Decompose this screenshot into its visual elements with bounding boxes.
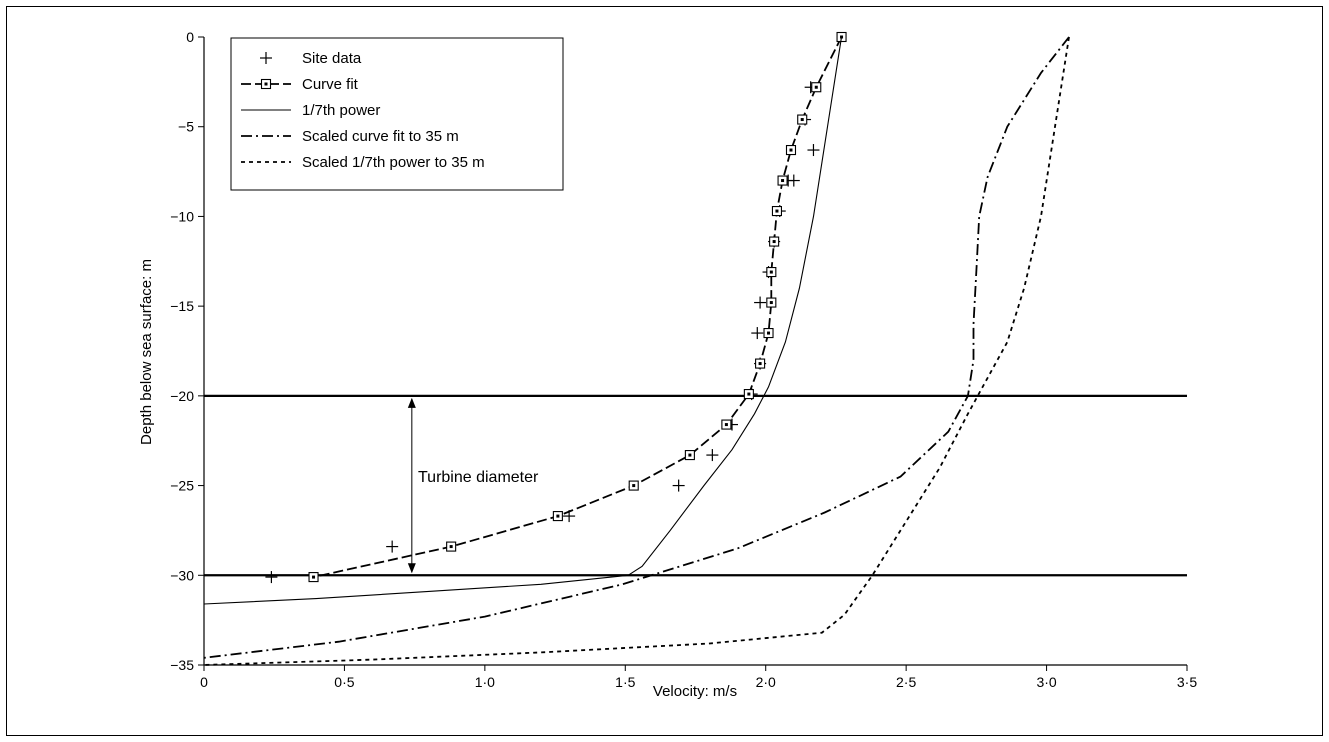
- x-axis-title: Velocity: m/s: [653, 683, 737, 700]
- legend: Site data Curve fit 1/7th power Scaled curv…: [230, 37, 564, 191]
- site-data-point: [807, 144, 820, 157]
- x-tick-label: 3·0: [1036, 674, 1056, 690]
- series-scaled-curve-fit-to-35-m: [203, 36, 1070, 659]
- curve-fit-point: [766, 297, 777, 308]
- curve-fit-point: [771, 205, 782, 217]
- axes: [203, 37, 1187, 666]
- y-tick-label: −30: [170, 567, 194, 583]
- x-tick-label: 2·5: [896, 674, 916, 690]
- x-tick-label: 0: [200, 674, 208, 690]
- x-tick-label: 1·0: [475, 674, 495, 690]
- square-marker-dot: [781, 179, 785, 183]
- legend-box: [230, 37, 564, 191]
- legend-item-scaled-curve-fit-to-35-m: Scaled curve fit to 35 m: [241, 128, 459, 145]
- curve-fit-point: [797, 114, 808, 125]
- curve-fit-point: [260, 78, 272, 90]
- y-tick-label: −20: [170, 388, 194, 404]
- site-data-point: [265, 571, 278, 584]
- x-tick-label: 3·5: [1177, 674, 1197, 690]
- site-data-point: [386, 540, 399, 553]
- curve-fit-point: [785, 144, 797, 156]
- square-marker-dot: [449, 545, 453, 549]
- square-marker-dot: [769, 270, 773, 274]
- turbine-diameter-label: Turbine diameter: [418, 469, 539, 486]
- x-tick-label: 2·0: [756, 674, 776, 690]
- square-marker-dot: [312, 575, 316, 579]
- series-scaled-1-7th-power-to-35-m: [203, 36, 1070, 666]
- curve-fit-point: [308, 572, 319, 583]
- square-marker-dot: [840, 35, 844, 39]
- square-marker-dot: [775, 209, 779, 213]
- x-tick-label: 0·5: [334, 674, 354, 690]
- square-marker-dot: [814, 85, 818, 89]
- y-tick-label: −35: [170, 657, 194, 673]
- square-marker-dot: [758, 362, 762, 366]
- square-marker-dot: [688, 453, 692, 457]
- curve-fit-point: [769, 236, 780, 247]
- series-line-1-7th-power: [203, 36, 843, 605]
- square-marker-dot: [769, 301, 773, 305]
- curve-fit-point: [721, 419, 732, 430]
- y-tick-label: 0: [186, 29, 194, 45]
- square-marker-dot: [789, 148, 793, 152]
- turbine-boundary-lines: [204, 394, 1187, 577]
- curve-fit-point: [446, 541, 457, 552]
- series-curve-fit: [308, 31, 847, 583]
- series-line-scaled-curve-fit-to-35-m: [203, 36, 1070, 659]
- chart-frame: [6, 6, 1323, 736]
- legend-item-1-7th-power: 1/7th power: [241, 102, 380, 119]
- site-data-point: [672, 479, 685, 492]
- square-marker-dot: [264, 82, 268, 86]
- series-line-curve-fit: [313, 36, 843, 578]
- square-marker-dot: [724, 423, 728, 427]
- square-marker-dot: [767, 331, 771, 335]
- turbine-diameter-arrowhead-top: [407, 397, 416, 408]
- series-1-7th-power: [203, 36, 843, 605]
- square-marker-dot: [772, 240, 776, 244]
- y-tick-label: −10: [170, 208, 194, 224]
- legend-label: 1/7th power: [302, 102, 380, 119]
- square-marker-dot: [556, 514, 560, 518]
- curve-fit-point: [777, 175, 788, 186]
- legend-item-curve-fit: Curve fit: [241, 76, 359, 93]
- y-axis-title: Depth below sea surface: m: [138, 259, 155, 445]
- curve-fit-point: [684, 450, 695, 461]
- legend-item-site-data: Site data: [260, 50, 362, 67]
- legend-label: Site data: [302, 50, 362, 67]
- legend-label: Scaled 1/7th power to 35 m: [302, 154, 485, 171]
- site-data-point: [260, 52, 272, 64]
- curve-fit-point: [552, 511, 563, 522]
- square-marker-dot: [800, 118, 804, 122]
- curve-fit-point: [836, 31, 847, 43]
- curve-fit-point: [763, 328, 774, 339]
- turbine-diameter-arrowhead-bottom: [407, 563, 416, 574]
- turbine-diameter-annotation: Turbine diameter: [407, 397, 539, 574]
- y-tick-label: −25: [170, 478, 194, 494]
- curve-fit-point: [766, 267, 777, 278]
- curve-fit-point: [755, 358, 766, 369]
- site-data-point: [751, 327, 764, 340]
- square-marker-dot: [632, 484, 636, 488]
- legend-label: Scaled curve fit to 35 m: [302, 128, 459, 145]
- y-tick-label: −15: [170, 298, 194, 314]
- y-tick-label: −5: [178, 119, 194, 135]
- legend-item-scaled-1-7th-power-to-35-m: Scaled 1/7th power to 35 m: [241, 154, 485, 171]
- site-data-point: [754, 296, 767, 309]
- curve-fit-point: [628, 480, 639, 491]
- curve-fit-point: [811, 82, 822, 93]
- ticks: 0 0·5 1·0 1·5 2·0 2·5 3·0 3·5 0 −5 −10 −15 −20 −25 −30…: [170, 29, 1197, 690]
- series-layer: [203, 31, 1070, 666]
- square-marker-dot: [747, 392, 751, 396]
- series-line-scaled-1-7th-power-to-35-m: [203, 36, 1070, 666]
- curve-fit-point: [743, 389, 754, 400]
- legend-label: Curve fit: [302, 76, 359, 93]
- site-data-point: [706, 449, 719, 462]
- x-tick-label: 1·5: [615, 674, 635, 690]
